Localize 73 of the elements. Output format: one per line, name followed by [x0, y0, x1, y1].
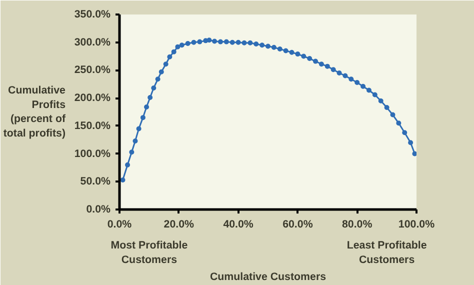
- point: [171, 49, 176, 54]
- point: [206, 38, 212, 43]
- point: [151, 86, 156, 91]
- point: [120, 177, 126, 182]
- x-axis-title: Cumulative Customers: [210, 270, 326, 283]
- y-tick-label: 100.0%: [74, 148, 112, 160]
- point: [236, 40, 241, 45]
- point: [402, 130, 408, 136]
- y-tick-label: 300.0%: [74, 36, 112, 48]
- point: [348, 76, 354, 82]
- point: [289, 50, 294, 55]
- point: [248, 40, 253, 46]
- point: [390, 112, 396, 118]
- point: [144, 104, 150, 110]
- x-tick-label: 100.0%: [398, 218, 436, 230]
- point: [148, 95, 153, 100]
- text: Most Profitable Customers: [110, 240, 188, 266]
- x-tick-label: 40.0%: [223, 218, 254, 230]
- point: [179, 42, 184, 48]
- point: [384, 105, 390, 110]
- point: [129, 150, 134, 155]
- point: [396, 120, 402, 126]
- point: [360, 84, 366, 89]
- point: [318, 62, 324, 67]
- text: Least Profitable Customers: [346, 240, 427, 266]
- point: [372, 92, 378, 98]
- point: [378, 98, 384, 104]
- point: [254, 42, 259, 47]
- point: [224, 39, 229, 44]
- point: [125, 162, 130, 168]
- point: [185, 40, 190, 46]
- point: [197, 39, 202, 44]
- point: [277, 46, 282, 52]
- point: [132, 138, 138, 144]
- point: [260, 42, 265, 48]
- point: [212, 38, 218, 44]
- point: [283, 48, 288, 54]
- point: [313, 58, 318, 64]
- point: [266, 44, 270, 49]
- x-tick-label: 20.0%: [164, 218, 195, 230]
- point: [366, 88, 372, 93]
- y-tick-label: 150.0%: [74, 120, 112, 132]
- point: [158, 69, 164, 74]
- y-tick-label: 50.0%: [80, 176, 112, 188]
- point: [324, 64, 330, 69]
- point: [242, 40, 247, 46]
- y-axis-title: Cumulative Profits (percent of total profits): [3, 84, 66, 140]
- point: [230, 40, 235, 45]
- point: [342, 73, 348, 78]
- point: [301, 54, 306, 59]
- point: [163, 62, 168, 67]
- point: [354, 80, 360, 85]
- y-tick-label: 350.0%: [74, 8, 112, 20]
- y-tick-label: 200.0%: [74, 92, 112, 104]
- point: [336, 70, 342, 76]
- x-tick-label: 60.0%: [282, 218, 314, 230]
- point: [155, 76, 160, 82]
- y-tick-label: 0.0%: [86, 204, 112, 216]
- point: [136, 126, 142, 132]
- point: [140, 115, 146, 120]
- point: [412, 151, 416, 156]
- point: [175, 44, 180, 50]
- point: [295, 52, 300, 57]
- x-tick-label: 80.0%: [342, 218, 373, 230]
- point: [408, 140, 414, 146]
- point: [307, 56, 312, 62]
- point: [330, 67, 336, 72]
- point: [218, 39, 223, 44]
- point: [167, 54, 172, 60]
- x-tick-label: 0.0%: [107, 218, 132, 230]
- point: [271, 44, 276, 50]
- y-tick-label: 250.0%: [74, 64, 112, 76]
- point: [191, 40, 196, 45]
